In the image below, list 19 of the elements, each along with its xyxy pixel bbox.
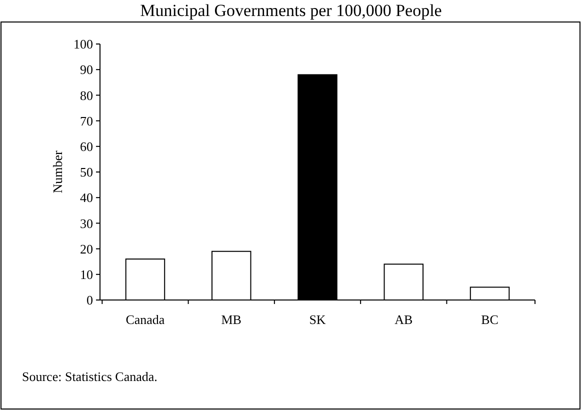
x-tick-label: AB — [394, 312, 413, 327]
y-axis-title: Number — [50, 150, 65, 194]
chart-title: Municipal Governments per 100,000 People — [140, 1, 442, 20]
source-note: Source: Statistics Canada. — [22, 369, 158, 384]
y-tick-label: 60 — [80, 138, 93, 154]
y-tick-label: 100 — [74, 36, 93, 52]
y-tick-label: 10 — [80, 266, 93, 282]
y-tick-label: 30 — [80, 216, 93, 231]
y-tick-label: 80 — [80, 88, 93, 103]
x-tick-label: Canada — [126, 312, 165, 327]
y-tick-label: 70 — [80, 113, 93, 128]
y-tick-label: 90 — [80, 62, 93, 78]
y-tick-label: 20 — [80, 241, 93, 256]
y-tick-label: 40 — [80, 190, 93, 206]
x-tick-label: MB — [221, 312, 242, 327]
x-tick-label: SK — [309, 312, 326, 327]
y-tick-label: 50 — [80, 164, 93, 180]
x-tick-label: BC — [481, 312, 498, 327]
y-tick-label: 0 — [86, 292, 93, 308]
